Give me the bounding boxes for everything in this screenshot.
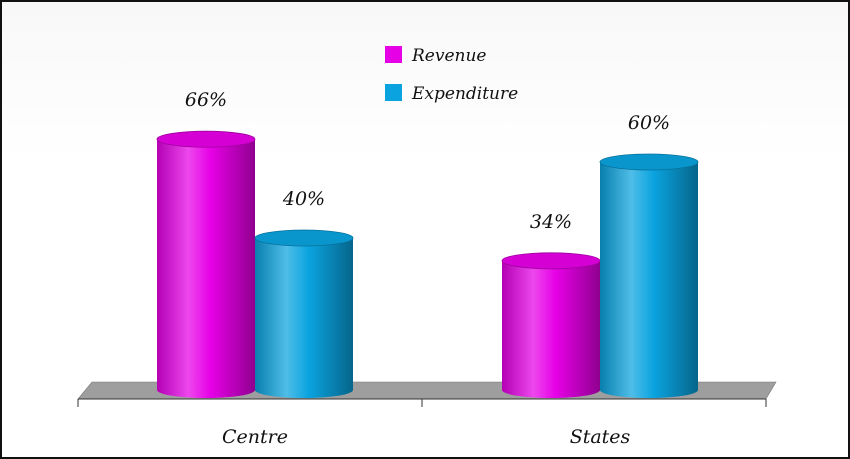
bar-revenue-states xyxy=(501,252,601,398)
data-label-expenditure-centre: 40% xyxy=(282,188,325,210)
data-labels: 66% 40% 34% 60% xyxy=(185,89,670,233)
legend-label-expenditure: Expenditure xyxy=(411,84,518,104)
bar-expenditure-centre xyxy=(254,229,354,398)
bar-revenue-centre xyxy=(156,130,256,398)
legend-swatch-revenue xyxy=(385,46,402,63)
legend-swatch-expenditure xyxy=(385,84,402,101)
x-axis: Centre States xyxy=(77,398,767,448)
data-label-expenditure-states: 60% xyxy=(628,112,670,134)
data-label-revenue-states: 34% xyxy=(530,211,572,233)
bar-expenditure-states xyxy=(599,153,699,398)
category-label-centre: Centre xyxy=(222,426,288,448)
bars xyxy=(156,130,699,398)
legend: Revenue Expenditure xyxy=(385,46,518,104)
legend-label-revenue: Revenue xyxy=(411,46,486,66)
data-label-revenue-centre: 66% xyxy=(185,89,227,111)
category-label-states: States xyxy=(570,426,631,448)
